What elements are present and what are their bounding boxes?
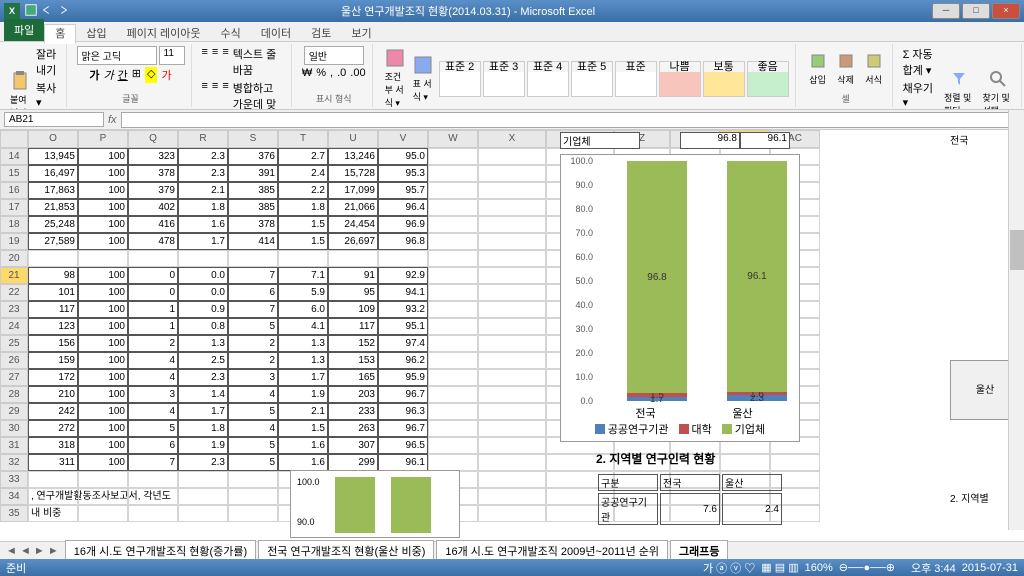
find-select-button[interactable]: 찾기 및 선택 ▾ bbox=[981, 67, 1016, 110]
file-tab[interactable]: 파일 bbox=[4, 19, 44, 41]
zoom-level[interactable]: 160% bbox=[805, 562, 833, 574]
ribbon-tab[interactable]: 데이터 bbox=[251, 25, 301, 43]
maximize-button[interactable]: □ bbox=[962, 3, 990, 19]
cell-styles-gallery[interactable]: 표준 2표준 3표준 4표준 5표준나쁨보통좋음 bbox=[439, 61, 789, 97]
sort-filter-button[interactable]: 정렬 및 필터 ▾ bbox=[942, 67, 977, 110]
ribbon-tab[interactable]: 수식 bbox=[211, 25, 251, 43]
font-color-button[interactable]: 가 bbox=[161, 67, 171, 83]
insert-cells-button[interactable]: 삽입 bbox=[806, 49, 830, 88]
autosum-button[interactable]: Σ 자동 합계 ▾ bbox=[903, 46, 938, 78]
redo-icon[interactable] bbox=[56, 3, 70, 17]
ribbon: 붙여넣기 잘라내기 복사 ▾ 서식 복사 클립보드 맑은 고딕 11 가 가 간… bbox=[0, 42, 1024, 110]
ribbon-tab[interactable]: 검토 bbox=[301, 25, 341, 43]
italic-button[interactable]: 가 bbox=[104, 67, 114, 83]
formula-bar[interactable] bbox=[121, 112, 1020, 128]
number-format-select[interactable]: 일반 bbox=[304, 46, 364, 65]
table-top-y: 96.8 bbox=[680, 132, 740, 149]
border-button[interactable]: ⊞ bbox=[132, 67, 141, 83]
font-name-select[interactable]: 맑은 고딕 bbox=[77, 46, 157, 65]
table-top-z: 96.1 bbox=[740, 132, 790, 149]
ribbon-tab[interactable]: 홈 bbox=[44, 24, 76, 44]
cond-format-button[interactable]: 조건부 서식 ▾ bbox=[383, 46, 407, 110]
bold-button[interactable]: 가 bbox=[89, 67, 99, 83]
ribbon-tab[interactable]: 삽입 bbox=[76, 25, 116, 43]
worksheet-grid[interactable]: OPQRSTUVWXYZAAABAC 1413,9451003232.33762… bbox=[0, 130, 1024, 550]
table2: 구분전국울산공공연구기관7.62.4 bbox=[596, 472, 784, 527]
table-format-button[interactable]: 표 서식 ▾ bbox=[411, 53, 435, 105]
excel-icon: X bbox=[4, 3, 20, 19]
select-all-corner[interactable] bbox=[0, 130, 28, 148]
minimize-button[interactable]: ─ bbox=[932, 3, 960, 19]
close-button[interactable]: × bbox=[992, 3, 1020, 19]
name-box[interactable]: AB21 bbox=[4, 112, 104, 127]
titlebar: X 울산 연구개발조직 현황(2014.03.31) - Microsoft E… bbox=[0, 0, 1024, 22]
fill-color-button[interactable]: ◇ bbox=[145, 67, 157, 83]
copy-button[interactable]: 복사 ▾ bbox=[36, 80, 60, 109]
formula-bar-row: AB21 fx bbox=[0, 110, 1024, 130]
paste-button[interactable]: 붙여넣기 bbox=[8, 69, 32, 111]
undo-icon[interactable] bbox=[40, 3, 54, 17]
format-cells-button[interactable]: 서식 bbox=[862, 49, 886, 88]
vertical-scrollbar[interactable] bbox=[1008, 110, 1024, 530]
table-top-label: 기업체 bbox=[560, 132, 640, 149]
ribbon-tab[interactable]: 페이지 레이아웃 bbox=[117, 25, 211, 43]
mini-chart[interactable]: 100.0 90.0 bbox=[290, 470, 460, 538]
sheet-nav[interactable]: ◄ ◄ ► ► bbox=[0, 545, 65, 557]
font-size-select[interactable]: 11 bbox=[159, 46, 185, 65]
fill-button[interactable]: 채우기 ▾ bbox=[903, 80, 938, 109]
save-icon[interactable] bbox=[24, 3, 38, 17]
ribbon-tabs: 파일 홈삽입페이지 레이아웃수식데이터검토보기 bbox=[0, 22, 1024, 42]
delete-cells-button[interactable]: 삭제 bbox=[834, 49, 858, 88]
window-title: 울산 연구개발조직 현황(2014.03.31) - Microsoft Exc… bbox=[4, 3, 932, 19]
sheet-tabs[interactable]: ◄ ◄ ► ► 16개 시.도 연구개발조직 현황(증가률)전국 연구개발조직 … bbox=[0, 541, 1024, 559]
status-bar: 준비 가 ⓐ ⓥ ♡ ▦ ▤ ▥ 160% ⊖──●──⊕ 오후 3:44 20… bbox=[0, 559, 1024, 576]
stacked-bar-chart[interactable]: 100.090.080.070.060.050.040.030.020.010.… bbox=[560, 154, 800, 442]
subtitle: 2. 지역별 연구인력 현황 bbox=[596, 450, 715, 467]
status-ready: 준비 bbox=[6, 560, 26, 576]
underline-button[interactable]: 간 bbox=[118, 67, 128, 83]
cut-button[interactable]: 잘라내기 bbox=[36, 46, 60, 78]
fx-icon[interactable]: fx bbox=[108, 114, 117, 126]
quick-access[interactable] bbox=[24, 3, 70, 17]
ribbon-tab[interactable]: 보기 bbox=[341, 25, 381, 43]
